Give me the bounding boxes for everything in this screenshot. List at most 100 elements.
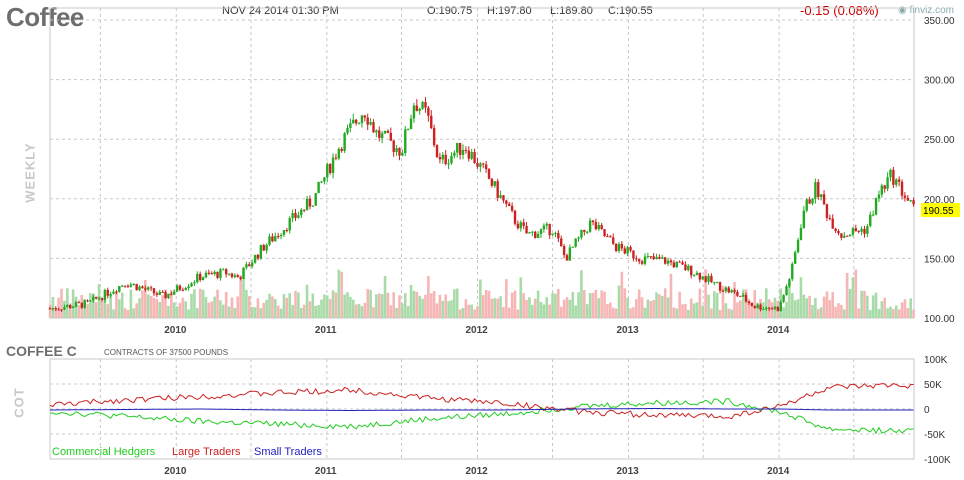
volume-bar bbox=[268, 293, 271, 318]
candle-body bbox=[282, 230, 286, 235]
candle-body bbox=[201, 277, 205, 281]
candle-body bbox=[811, 198, 814, 204]
volume-bar bbox=[507, 307, 511, 318]
candle-body bbox=[372, 122, 375, 133]
candle-body bbox=[522, 222, 525, 226]
candle-body bbox=[51, 308, 55, 310]
volume-bar bbox=[77, 305, 81, 318]
candle-body bbox=[568, 247, 572, 261]
candle-body bbox=[635, 258, 638, 260]
candle-body bbox=[499, 195, 502, 198]
volume-bar bbox=[557, 288, 560, 318]
volume-bar bbox=[655, 292, 658, 318]
price-grid bbox=[49, 7, 915, 319]
volume-bar bbox=[291, 304, 294, 318]
volume-bar bbox=[712, 291, 716, 318]
candle-body bbox=[253, 254, 257, 263]
candle-body bbox=[638, 259, 641, 262]
candle-body bbox=[441, 154, 445, 160]
candle-body bbox=[707, 275, 710, 282]
candle-body bbox=[640, 261, 644, 264]
candle-body bbox=[883, 185, 886, 189]
brand-logo[interactable]: ◉ finviz.com bbox=[898, 5, 954, 16]
volume-bar bbox=[629, 308, 632, 318]
candle-body bbox=[848, 234, 852, 237]
candle-body bbox=[242, 267, 245, 279]
volume-bar bbox=[247, 296, 251, 318]
candle-body bbox=[305, 198, 309, 210]
volume-bar bbox=[487, 290, 491, 318]
volume-bar bbox=[123, 308, 127, 318]
volume-bar bbox=[848, 288, 852, 318]
volume-bar bbox=[126, 309, 130, 318]
candle-body bbox=[100, 298, 104, 300]
volume-bar bbox=[490, 298, 494, 318]
candle-body bbox=[658, 256, 661, 259]
candle-body bbox=[730, 290, 733, 293]
price-tick-label: 150.00 bbox=[924, 254, 955, 265]
candle-body bbox=[398, 148, 401, 156]
candle-body bbox=[606, 236, 609, 238]
candle-body bbox=[66, 304, 69, 308]
volume-bar bbox=[559, 306, 563, 318]
candle-body bbox=[808, 199, 811, 204]
volume-bar bbox=[502, 306, 505, 318]
candle-body bbox=[190, 283, 193, 287]
candle-body bbox=[219, 269, 222, 278]
cot-title: COFFEE C bbox=[6, 343, 77, 359]
candle-body bbox=[814, 182, 817, 199]
volume-bar bbox=[658, 294, 661, 318]
volume-bar bbox=[837, 303, 840, 318]
candle-body bbox=[805, 199, 808, 211]
candle-body bbox=[681, 262, 684, 265]
volume-bar bbox=[493, 298, 497, 318]
candle-body bbox=[565, 255, 569, 261]
volume-bar bbox=[588, 292, 592, 318]
last-price-label: 190.55 bbox=[923, 206, 954, 217]
volume-bar bbox=[548, 304, 551, 318]
candle-body bbox=[759, 304, 762, 310]
volume-bar bbox=[770, 302, 774, 318]
candle-body bbox=[557, 232, 560, 239]
candle-body bbox=[74, 302, 78, 307]
price-frame bbox=[49, 7, 915, 319]
volume-bar bbox=[106, 304, 110, 318]
volume-bar bbox=[256, 298, 260, 318]
volume-bar bbox=[401, 303, 404, 318]
candle-body bbox=[765, 307, 768, 309]
candle-body bbox=[271, 236, 274, 242]
candle-body bbox=[302, 209, 306, 211]
volume-bar bbox=[828, 300, 832, 318]
candle-body bbox=[421, 102, 424, 109]
candle-body bbox=[577, 237, 580, 239]
candle-body bbox=[92, 296, 95, 301]
volume-bar bbox=[323, 294, 326, 318]
volume-bar bbox=[536, 290, 540, 318]
candle-body bbox=[167, 293, 170, 298]
candle-body bbox=[386, 130, 390, 133]
volume-bar bbox=[317, 305, 320, 318]
candle-body bbox=[245, 264, 248, 268]
candle-body bbox=[121, 285, 124, 287]
volume-bar bbox=[750, 301, 754, 318]
volume-bar bbox=[687, 309, 690, 318]
candle-body bbox=[528, 232, 531, 234]
cot-year-label: 2014 bbox=[767, 466, 790, 477]
candle-body bbox=[484, 164, 488, 170]
volume-bar bbox=[600, 290, 603, 318]
candle-body bbox=[903, 195, 907, 198]
candle-body bbox=[129, 284, 133, 287]
volume-bar bbox=[646, 299, 650, 318]
volume-bar bbox=[297, 292, 300, 318]
volume-bar bbox=[239, 275, 242, 318]
candle-body bbox=[57, 309, 60, 311]
candle-body bbox=[710, 275, 713, 283]
candle-body bbox=[588, 220, 592, 232]
candle-body bbox=[750, 303, 754, 307]
candle-body bbox=[404, 129, 407, 154]
volume-bar bbox=[432, 291, 436, 318]
candle-body bbox=[152, 288, 156, 294]
candle-body bbox=[799, 227, 803, 240]
volume-bar bbox=[149, 296, 153, 318]
